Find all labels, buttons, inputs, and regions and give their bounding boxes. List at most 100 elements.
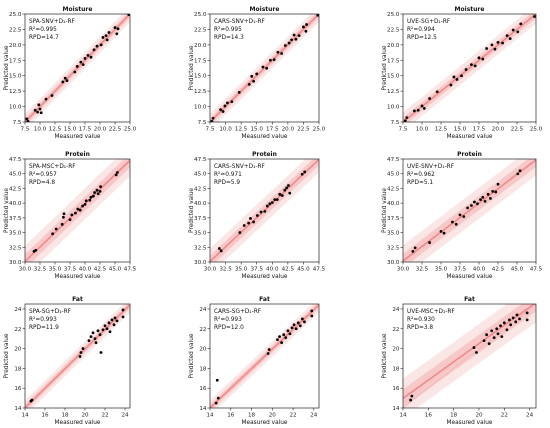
data-point <box>462 215 466 219</box>
data-point <box>214 401 218 405</box>
data-point <box>292 323 296 327</box>
x-tick-label: 17.5 <box>473 127 486 133</box>
data-point <box>482 339 486 343</box>
data-point <box>413 109 416 113</box>
data-point <box>121 308 125 312</box>
x-tick-label: 12.5 <box>435 127 448 133</box>
x-tick-label: 25.0 <box>530 127 543 133</box>
y-tick-label: 30.0 <box>387 260 400 266</box>
y-tick-label: 25.0 <box>387 12 400 18</box>
data-point <box>452 75 456 79</box>
y-tick-label: 20 <box>199 347 207 353</box>
data-point <box>216 396 220 400</box>
y-tick-label: 12.5 <box>194 89 207 95</box>
data-point <box>485 47 488 50</box>
data-point <box>83 202 87 206</box>
x-tick-label: 25.0 <box>124 127 137 133</box>
data-point <box>96 192 100 196</box>
data-point <box>290 326 294 330</box>
x-tick-label: 22.5 <box>297 127 310 133</box>
y-tick-label: 45.0 <box>194 172 207 178</box>
data-point <box>451 220 454 224</box>
x-tick-label: 47.5 <box>124 267 137 273</box>
data-point <box>286 329 290 333</box>
x-tick-label: 40.0 <box>473 267 486 273</box>
data-point <box>98 189 102 193</box>
y-axis-label: Predicted value <box>189 333 195 378</box>
data-point <box>472 346 476 349</box>
x-tick-label: 47.5 <box>313 267 326 273</box>
y-tick-label: 20 <box>14 347 22 353</box>
data-point <box>223 104 227 108</box>
data-point <box>533 15 536 18</box>
data-point <box>288 191 292 195</box>
data-point <box>283 44 287 47</box>
y-tick-label: 20 <box>392 347 400 353</box>
x-tick-label: 22 <box>101 413 108 419</box>
data-point <box>511 316 515 320</box>
data-point <box>290 38 293 42</box>
data-point <box>304 29 308 33</box>
data-point <box>247 221 251 225</box>
data-point <box>101 328 105 332</box>
data-point <box>219 249 223 253</box>
x-tick-label: 12.5 <box>235 127 248 133</box>
y-tick-label: 7.5 <box>391 120 400 126</box>
data-point <box>83 57 87 60</box>
data-point <box>99 351 103 354</box>
data-point <box>87 339 91 343</box>
metrics-annotation: SPA-SNV+D₁-RF <box>29 19 75 25</box>
x-tick-label: 37.5 <box>64 267 77 273</box>
x-tick-label: 16 <box>227 413 235 419</box>
data-point <box>466 206 469 210</box>
data-point <box>91 331 95 335</box>
x-tick-label: 22 <box>501 413 508 419</box>
data-point <box>282 333 286 337</box>
data-point <box>300 172 304 176</box>
data-point <box>75 65 79 68</box>
data-point <box>210 119 214 122</box>
x-tick-label: 37.5 <box>454 267 467 273</box>
data-point <box>487 342 491 346</box>
metrics-annotation: R²=0.995 <box>214 26 242 33</box>
subplot-2: 7.5 10.0 12.5 15.0 17.5 20.0 22.5 25.07.510.012… <box>189 6 326 140</box>
data-point <box>508 37 512 41</box>
data-point <box>230 100 234 104</box>
data-point <box>95 188 99 192</box>
data-point <box>422 107 426 110</box>
x-tick-label: 30.0 <box>397 267 410 273</box>
metrics-annotation: UVE-SNV+D₁-RF <box>407 164 454 170</box>
x-tick-label: 15.0 <box>250 127 263 133</box>
x-tick-label: 32.5 <box>34 267 47 273</box>
x-tick-label: 45.0 <box>511 267 524 273</box>
y-tick-label: 17.5 <box>194 58 207 64</box>
x-tick-label: 17.5 <box>266 127 279 133</box>
data-point <box>86 53 90 57</box>
subplot-title: Moisture <box>63 6 93 13</box>
data-point <box>475 351 478 354</box>
data-point <box>296 321 300 325</box>
x-tick-label: 10.0 <box>34 127 47 133</box>
x-tick-label: 45.0 <box>297 267 310 273</box>
x-axis-label: Measured value <box>447 134 493 140</box>
fit-line <box>25 14 130 122</box>
y-axis-label: Predicted value <box>4 333 10 378</box>
data-point <box>287 41 291 45</box>
data-point <box>500 335 504 339</box>
data-point <box>272 58 276 62</box>
y-tick-label: 10.0 <box>9 105 22 111</box>
y-axis-label: Predicted value <box>4 188 10 233</box>
plot-content <box>210 14 319 122</box>
data-point <box>470 63 473 67</box>
y-tick-label: 14 <box>199 406 207 412</box>
y-tick-label: 14 <box>14 406 22 412</box>
plot-content <box>25 14 130 122</box>
data-point <box>92 48 96 52</box>
data-point <box>68 218 72 222</box>
data-point <box>88 198 92 202</box>
x-tick-label: 35.0 <box>49 267 62 273</box>
data-point <box>303 320 306 324</box>
data-point <box>476 202 479 206</box>
data-point <box>273 198 277 202</box>
metrics-annotation: SPA-MSC+D₁-RF <box>29 164 76 170</box>
